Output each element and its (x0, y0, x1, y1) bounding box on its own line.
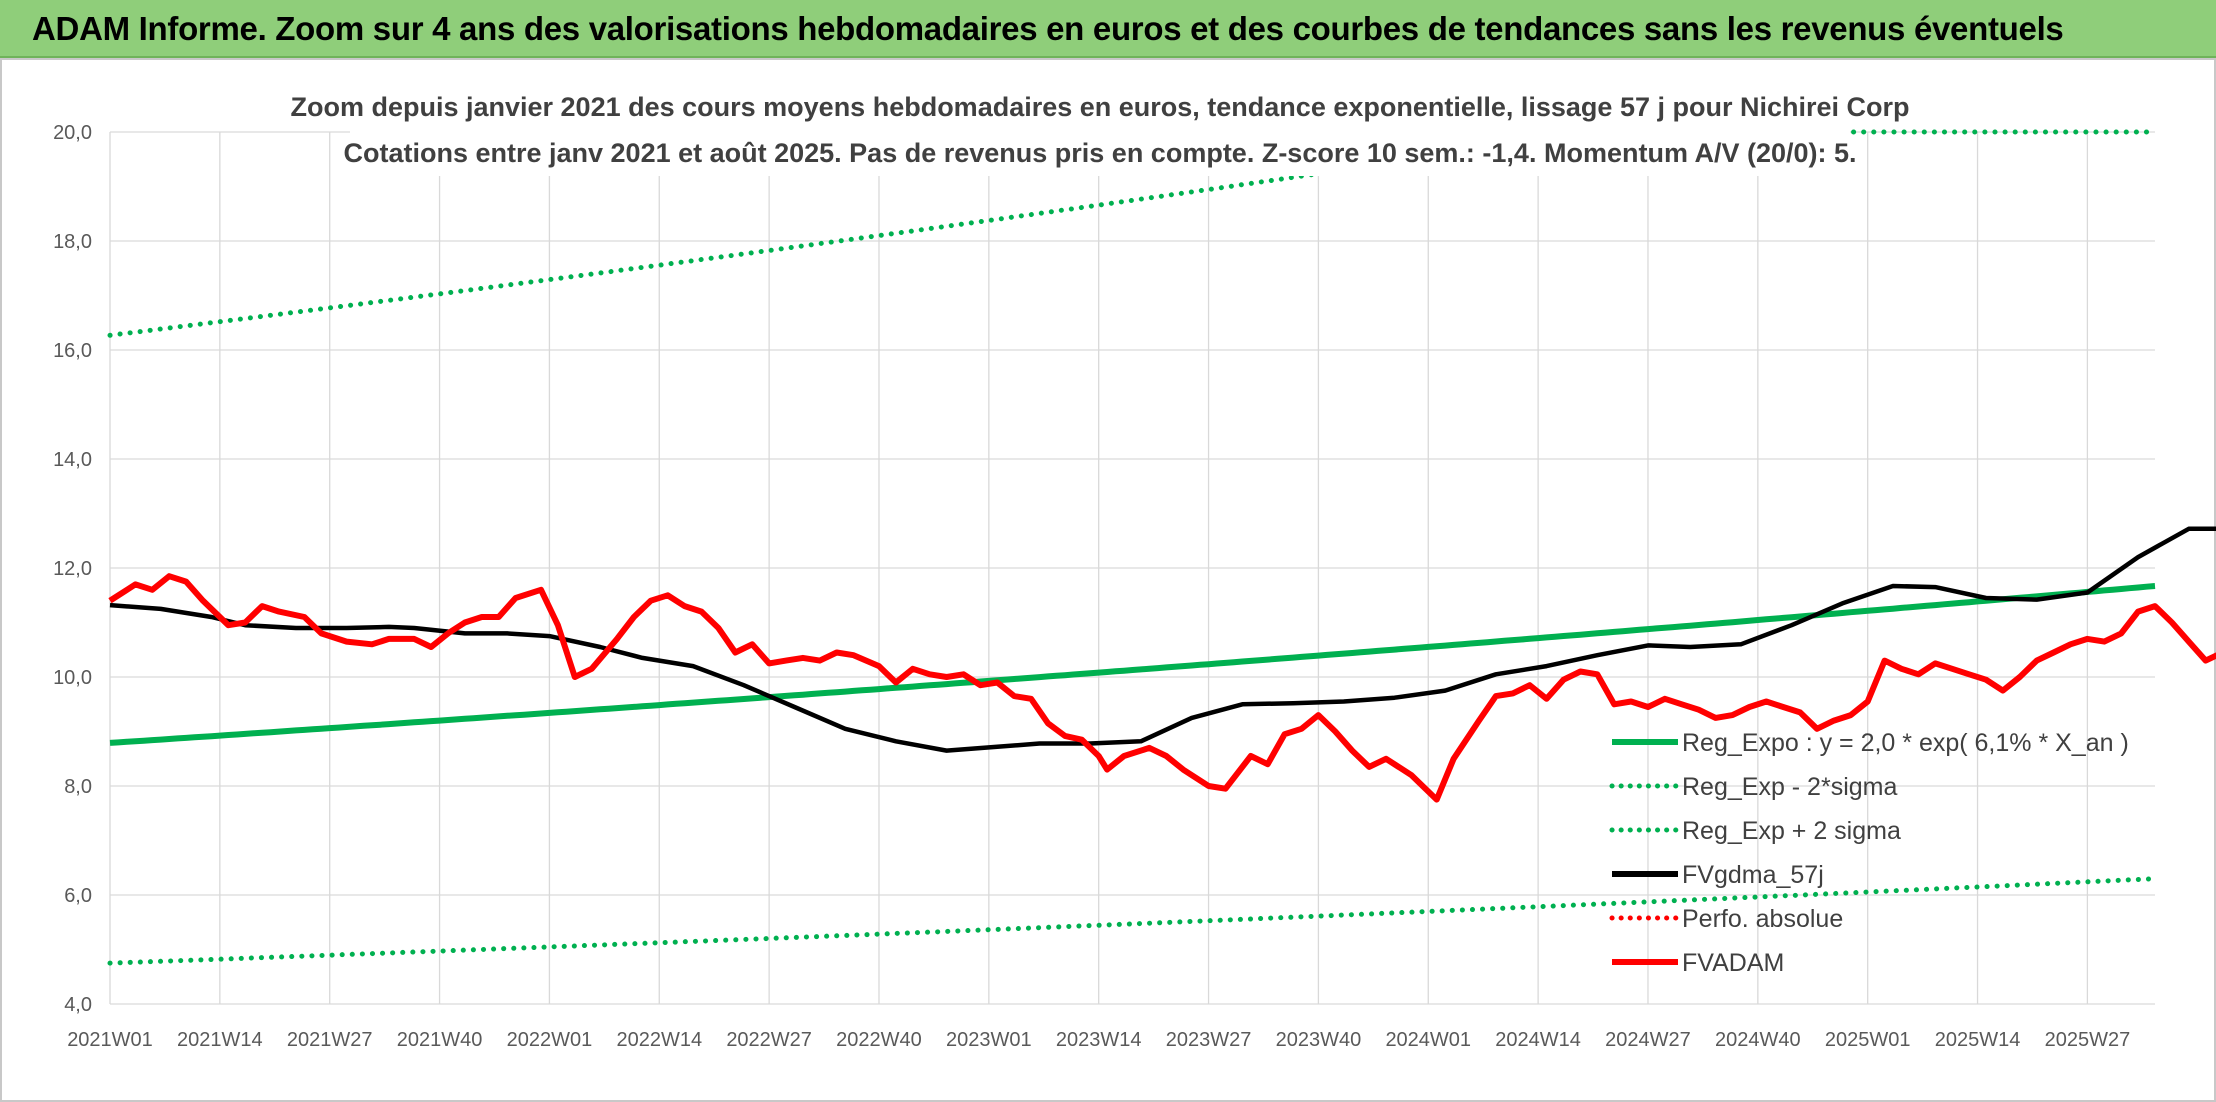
x-tick-label: 2022W40 (836, 1029, 922, 1051)
chart-title-block: Zoom depuis janvier 2021 des cours moyen… (290, 82, 1910, 176)
y-tick-label: 10,0 (53, 667, 92, 689)
legend-label: Reg_Exp + 2 sigma (1682, 817, 1901, 845)
x-tick-label: 2023W14 (1056, 1029, 1142, 1051)
x-tick-label: 2024W14 (1495, 1029, 1581, 1051)
chart-border (0, 58, 2216, 1102)
chart-title: Zoom depuis janvier 2021 des cours moyen… (290, 92, 1909, 122)
x-tick-label: 2025W27 (2045, 1029, 2131, 1051)
x-axis: 2021W01 2021W14 2021W27 2021W40 2022W01 2022W… (67, 1029, 2130, 1051)
x-tick-label: 2022W27 (726, 1029, 812, 1051)
report-banner: ADAM Informe. Zoom sur 4 ans des valoris… (0, 0, 2216, 58)
x-tick-label: 2021W27 (287, 1029, 373, 1051)
y-tick-label: 14,0 (53, 449, 92, 471)
x-tick-label: 2024W40 (1715, 1029, 1801, 1051)
y-tick-label: 12,0 (53, 558, 92, 580)
x-tick-label: 2025W01 (1825, 1029, 1911, 1051)
report-title: ADAM Informe. Zoom sur 4 ans des valoris… (32, 10, 2064, 47)
y-axis: 4,0 6,0 8,0 10,0 12,0 14,0 16,0 18,0 20,0 (53, 122, 92, 1016)
x-tick-label: 2021W40 (397, 1029, 483, 1051)
x-tick-label: 2021W14 (177, 1029, 263, 1051)
legend-label: Reg_Expo : y = 2,0 * exp( 6,1% * X_an ) (1682, 729, 2129, 757)
legend: Reg_Expo : y = 2,0 * exp( 6,1% * X_an ) R… (1609, 729, 2129, 977)
y-tick-label: 20,0 (53, 122, 92, 144)
x-tick-label: 2022W14 (616, 1029, 702, 1051)
y-tick-label: 6,0 (64, 885, 92, 907)
legend-label: FVADAM (1682, 949, 1784, 977)
x-tick-label: 2023W01 (946, 1029, 1032, 1051)
x-tick-label: 2021W01 (67, 1029, 153, 1051)
title-background (350, 82, 1850, 176)
chart-subtitle: Cotations entre janv 2021 et août 2025. … (343, 138, 1856, 168)
y-tick-label: 8,0 (64, 776, 92, 798)
y-tick-label: 4,0 (64, 994, 92, 1016)
legend-label: FVgdma_57j (1682, 861, 1824, 889)
grid-layer (109, 131, 2155, 1005)
legend-label: Reg_Exp - 2*sigma (1682, 773, 1897, 801)
x-tick-label: 2024W01 (1385, 1029, 1471, 1051)
y-tick-label: 16,0 (53, 340, 92, 362)
legend-label: Perfo. absolue (1682, 905, 1843, 933)
series-price (108, 573, 2216, 803)
y-tick-label: 18,0 (53, 231, 92, 253)
series-moving-average (109, 526, 2216, 753)
x-tick-label: 2025W14 (1935, 1029, 2021, 1051)
x-tick-label: 2022W01 (507, 1029, 593, 1051)
x-tick-label: 2023W27 (1166, 1029, 1252, 1051)
x-tick-label: 2023W40 (1276, 1029, 1362, 1051)
x-tick-label: 2024W27 (1605, 1029, 1691, 1051)
series-exp-trend (109, 583, 2156, 746)
series-lower-band (107, 876, 2158, 966)
